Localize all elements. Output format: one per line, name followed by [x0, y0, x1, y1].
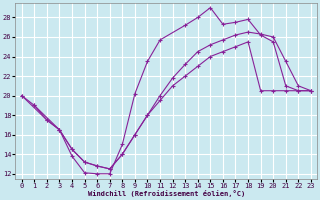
X-axis label: Windchill (Refroidissement éolien,°C): Windchill (Refroidissement éolien,°C): [88, 190, 245, 197]
